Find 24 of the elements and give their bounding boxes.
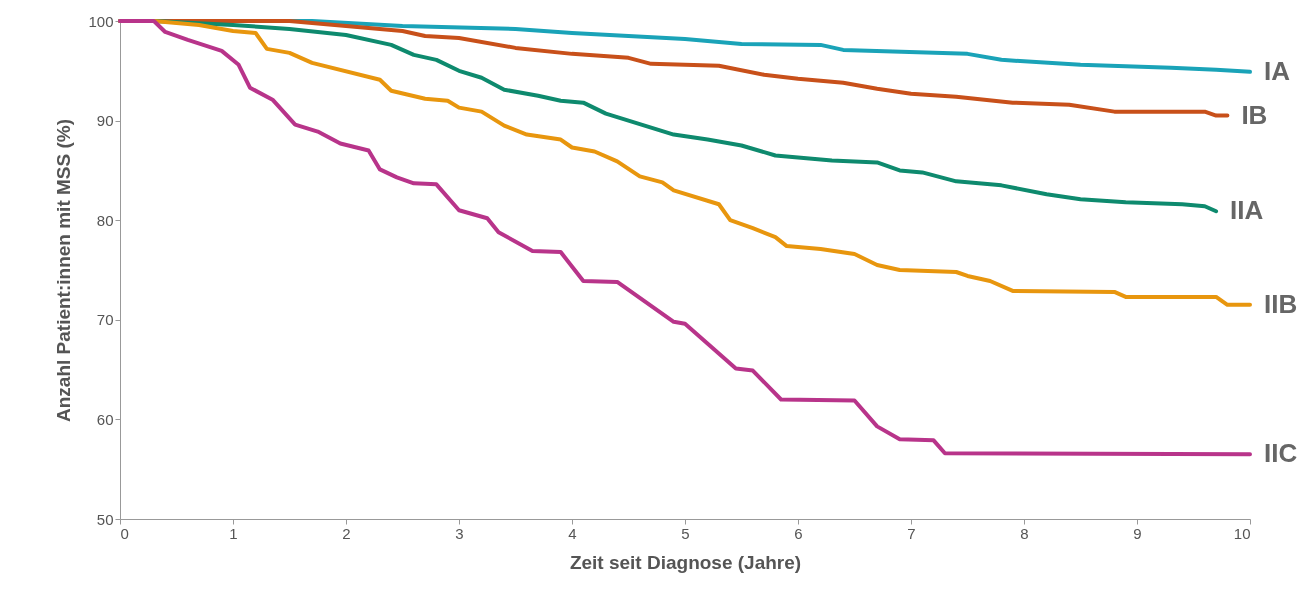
- series-label: IIC: [1264, 438, 1298, 469]
- series-label: IIA: [1230, 195, 1264, 226]
- y-axis-title: Anzahl Patient:innen mit MSS (%): [53, 119, 75, 422]
- series-label: IB: [1241, 99, 1268, 130]
- x-axis-title: Zeit seit Diagnose (Jahre): [569, 551, 802, 573]
- x-tick-label: 5: [681, 524, 690, 542]
- x-tick-label: 4: [568, 524, 577, 542]
- x-tick-label: 1: [229, 524, 238, 542]
- x-tick-label: 6: [794, 524, 803, 542]
- x-tick-label: 9: [1133, 524, 1142, 542]
- y-tick-label: 100: [88, 12, 114, 30]
- y-tick-label: 80: [96, 211, 114, 229]
- x-tick-label: 0: [120, 524, 129, 542]
- x-tick-label: 3: [455, 524, 464, 542]
- series-label: IIB: [1264, 288, 1298, 319]
- y-tick-label: 90: [96, 112, 114, 130]
- y-tick-label: 60: [96, 410, 114, 428]
- x-tick-label: 7: [907, 524, 916, 542]
- series-label: IA: [1264, 55, 1291, 86]
- x-tick-label: 2: [342, 524, 351, 542]
- y-tick-label: 70: [96, 311, 114, 329]
- y-tick-label: 50: [96, 510, 114, 528]
- x-tick-label: 10: [1233, 524, 1251, 542]
- x-tick-label: 8: [1020, 524, 1029, 542]
